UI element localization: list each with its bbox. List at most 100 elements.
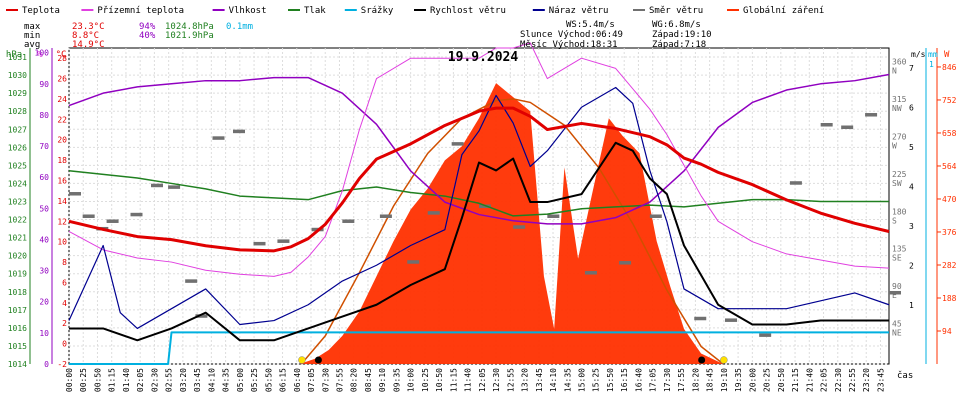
x-tick-label: 16:40 — [634, 368, 643, 392]
hpa-tick-label: 1029 — [8, 89, 27, 98]
wind-dir-mark — [451, 142, 464, 146]
wind-dir-mark — [69, 192, 81, 196]
temp-tick-label: 18 — [57, 156, 67, 165]
radiation-theory-line — [300, 98, 724, 365]
info-wg: WG:6.8m/s — [652, 20, 701, 30]
ground-temp-line — [68, 42, 890, 277]
hpa-tick-label: 1016 — [8, 324, 27, 333]
stat-temp: 14.9°C — [72, 40, 105, 50]
x-tick-label: 15:50 — [606, 368, 615, 392]
mm-tick-label: 1 — [929, 60, 934, 69]
info-moonset: Západ:7:18 — [652, 40, 706, 50]
wind-tick-label: 6 — [909, 103, 914, 112]
wind-dir-mark — [584, 271, 597, 275]
wind-dir-mark — [547, 214, 560, 218]
x-tick-label: 09:10 — [378, 368, 387, 392]
x-tick-label: 00:50 — [93, 368, 102, 392]
wind-dir-mark — [619, 261, 632, 265]
rad-tick-label: 376 — [942, 228, 957, 237]
chart-title: 19.9.2024 — [448, 50, 519, 65]
dir-tick-label: 225 — [892, 170, 907, 179]
legend-entry: Směr větru — [649, 6, 703, 16]
x-tick-label: 11:15 — [449, 368, 458, 392]
temp-line — [68, 106, 890, 253]
stat-humidity: 40% — [139, 31, 156, 41]
hpa-tick-label: 1031 — [8, 53, 27, 62]
stat-pressure: 1024.8hPa — [165, 22, 214, 32]
wind-dir-mark — [725, 318, 737, 322]
wind-dir-mark — [233, 129, 245, 134]
x-tick-label: 10:00 — [407, 368, 416, 392]
pct-tick-label: 10 — [39, 329, 49, 338]
hpa-tick-label: 1017 — [8, 306, 27, 315]
info-sunrise: Slunce Východ:06:49 — [520, 30, 623, 40]
x-tick-label: 03:45 — [193, 368, 202, 392]
info-ws: WS:5.4m/s — [566, 20, 615, 30]
wind-tick-label: 4 — [909, 182, 914, 191]
x-tick-label: 04:35 — [222, 368, 231, 392]
wind-dir-mark — [820, 123, 833, 127]
wind-dir-mark — [212, 136, 225, 140]
radiation-series — [299, 83, 724, 365]
temp-tick-label: 24 — [57, 95, 67, 104]
wind-dir-mark — [841, 125, 854, 129]
pct-tick-label: 0 — [44, 360, 49, 369]
gust-line — [68, 86, 890, 330]
x-tick-label: 15:00 — [578, 368, 587, 392]
temp-tick-label: 28 — [57, 54, 67, 63]
wind-dir-mark — [427, 211, 440, 215]
x-tick-label: 19:35 — [734, 368, 743, 392]
rad-tick-label: 564 — [942, 162, 957, 171]
hpa-tick-label: 1015 — [8, 342, 27, 351]
x-tick-label: 17:30 — [663, 368, 672, 392]
wind-dir-mark — [513, 225, 526, 229]
temp-tick-label: 20 — [57, 136, 67, 145]
info-sunset: Západ:19:10 — [652, 30, 712, 40]
pct-tick-label: 30 — [39, 267, 49, 276]
x-tick-label: 18:45 — [706, 368, 715, 392]
pressure-line — [68, 170, 889, 217]
legend-entry: Tlak — [304, 6, 326, 16]
x-tick-label: 06:15 — [279, 368, 288, 392]
header-info: max 23.3°C 94% 1024.8hPa 0.1mm min 8.8°C 40% 102… — [24, 20, 712, 65]
pct-axis-unit: % — [37, 50, 43, 60]
wind-dir-mark — [407, 260, 420, 264]
legend-entry: Srážky — [361, 6, 394, 16]
legend-entry: Globální záření — [743, 6, 824, 16]
wind-dir-mark — [277, 239, 290, 243]
wind-axis-unit: m/s — [911, 50, 926, 59]
rad-tick-label: 658 — [942, 129, 957, 138]
x-tick-label: 17:05 — [649, 368, 658, 392]
info-moonrise: Měsíc Východ:18:31 — [520, 40, 618, 50]
hpa-tick-label: 1022 — [8, 216, 27, 225]
pct-tick-label: 80 — [39, 111, 49, 120]
wind-tick-label: 2 — [909, 261, 914, 270]
hpa-tick-label: 1014 — [8, 360, 27, 369]
x-tick-label: 18:20 — [691, 368, 700, 392]
hpa-tick-label: 1030 — [8, 71, 27, 80]
wind-dir-mark — [379, 214, 392, 218]
stat-label: avg — [24, 40, 40, 50]
dir-cardinal-label: NW — [892, 104, 902, 113]
dir-cardinal-label: E — [892, 291, 897, 300]
wind-tick-label: 3 — [909, 222, 914, 231]
pct-tick-label: 40 — [39, 235, 49, 244]
temp-axis-unit: °C — [56, 50, 67, 60]
x-tick-label: 22:30 — [834, 368, 843, 392]
dir-cardinal-label: S — [892, 216, 897, 225]
x-tick-label: 05:25 — [250, 368, 259, 392]
wind-dir-mark — [253, 241, 266, 246]
dir-cardinal-label: N — [892, 67, 897, 76]
dir-cardinal-label: SW — [892, 179, 902, 188]
stat-temp: 8.8°C — [72, 31, 99, 41]
x-tick-label: 01:15 — [108, 368, 117, 392]
wind-dir-mark — [185, 279, 198, 283]
wind-tick-label: 7 — [909, 64, 914, 73]
pct-tick-label: 70 — [39, 142, 49, 151]
hpa-tick-label: 1019 — [8, 270, 27, 279]
x-tick-label: 02:55 — [165, 368, 174, 392]
hpa-tick-label: 1020 — [8, 252, 27, 261]
x-tick-label: 02:05 — [136, 368, 145, 392]
stat-rain: 0.1mm — [226, 22, 253, 32]
dir-tick-label: 45 — [892, 320, 902, 329]
